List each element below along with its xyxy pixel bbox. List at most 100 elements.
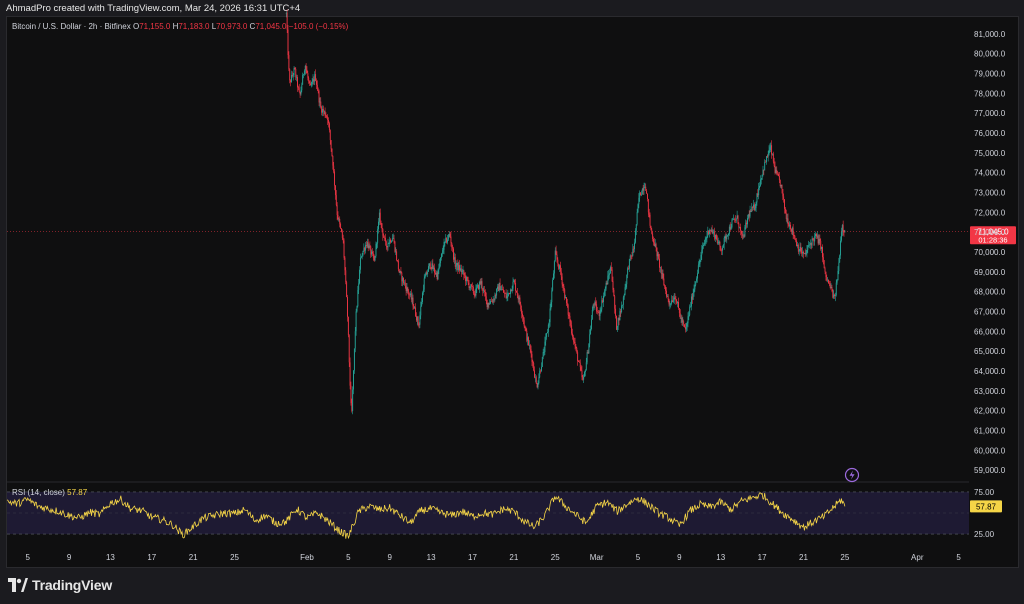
- candle-body: [290, 80, 292, 83]
- candle-body: [597, 311, 599, 313]
- candle-body: [668, 299, 670, 305]
- candle-body: [640, 192, 642, 196]
- candle-body: [383, 235, 385, 238]
- candle-body: [593, 304, 595, 306]
- open-value: 71,155.0: [139, 22, 171, 31]
- time-tick-label: Apr: [911, 553, 924, 562]
- candle-body: [674, 297, 676, 300]
- candle-body: [708, 230, 710, 234]
- candle-body: [371, 251, 373, 255]
- candle-body: [571, 325, 573, 334]
- candle-body: [750, 210, 752, 212]
- candle-body: [491, 301, 493, 303]
- chart-frame[interactable]: [6, 16, 1019, 568]
- candle-body: [433, 267, 435, 270]
- candle-body: [569, 315, 571, 323]
- candle-body: [729, 226, 731, 230]
- candle-body: [291, 75, 293, 76]
- candle-body: [494, 294, 496, 301]
- candle-body: [411, 297, 413, 300]
- candle-body: [469, 287, 471, 288]
- candle-body: [381, 223, 383, 229]
- candle-body: [588, 343, 590, 354]
- candle-body: [572, 333, 573, 337]
- candle-body: [456, 262, 458, 266]
- candle-body: [369, 245, 371, 247]
- candle-body: [823, 260, 825, 269]
- candle-body: [724, 236, 726, 239]
- candle-body: [380, 223, 382, 224]
- candle-body: [538, 377, 540, 384]
- candle-body: [689, 306, 691, 316]
- price-tick-label: 59,000.0: [974, 466, 1006, 475]
- candle-body: [455, 265, 457, 267]
- candle-body: [504, 293, 506, 294]
- candle-body: [402, 277, 404, 282]
- candle-body: [620, 311, 622, 313]
- change-value: −105.0 (−0.15%): [288, 22, 349, 31]
- symbol-legend[interactable]: Bitcoin / U.S. Dollar · 2h · Bitfinex O7…: [12, 22, 348, 31]
- candle-body: [596, 304, 598, 312]
- candle-body: [364, 248, 366, 251]
- rsi-tick-75: 75.00: [974, 488, 995, 497]
- candle-body: [398, 269, 400, 273]
- candle-body: [633, 248, 635, 250]
- candle-body: [465, 276, 467, 282]
- candle-body: [578, 361, 580, 363]
- price-axis: 81,000.0 80,000.0 79,000.0 78,000.0 77,000.0…: [974, 30, 1006, 475]
- flash-icon[interactable]: [844, 467, 860, 483]
- rsi-legend[interactable]: RSI (14, close) 57.87: [12, 488, 87, 497]
- candle-body: [709, 230, 711, 231]
- candle-body: [702, 245, 704, 250]
- candle-body: [392, 238, 394, 239]
- candle-body: [833, 294, 835, 298]
- candle-body: [536, 383, 538, 388]
- candle-body: [564, 289, 566, 299]
- candle-body: [529, 345, 531, 350]
- candle-body: [743, 235, 745, 237]
- candle-body: [602, 300, 604, 303]
- time-tick-label: 17: [758, 553, 767, 562]
- candle-body: [555, 250, 557, 255]
- price-candles: [285, 9, 846, 415]
- candle-body: [404, 282, 406, 286]
- candle-body: [323, 111, 325, 112]
- candle-body: [695, 281, 697, 285]
- candle-body: [294, 68, 296, 69]
- flash-icon-bolt: [849, 470, 855, 480]
- tradingview-logo[interactable]: TradingView: [8, 577, 112, 593]
- candle-body: [520, 303, 522, 309]
- candle-body: [565, 297, 567, 299]
- candle-body: [556, 254, 558, 260]
- candle-body: [642, 188, 644, 191]
- candle-body: [333, 165, 335, 172]
- candle-body: [653, 238, 654, 243]
- candle-body: [528, 337, 529, 346]
- time-tick-label: 13: [106, 553, 115, 562]
- candle-body: [789, 224, 791, 227]
- candle-body: [697, 273, 698, 279]
- candle-body: [450, 236, 452, 243]
- candle-body: [390, 239, 392, 243]
- candle-body: [497, 286, 498, 289]
- candle-body: [640, 194, 642, 196]
- candle-body: [820, 240, 822, 250]
- candle-body: [775, 169, 777, 173]
- candle-body: [342, 237, 344, 241]
- candle-body: [821, 246, 823, 250]
- candle-body: [578, 361, 579, 362]
- candle-body: [511, 288, 513, 292]
- candle-body: [498, 282, 500, 291]
- candle-body: [761, 174, 763, 180]
- candle-body: [710, 229, 712, 231]
- candle-body: [430, 267, 432, 269]
- candle-body: [299, 91, 301, 95]
- candle-body: [452, 247, 454, 249]
- candle-body: [838, 262, 840, 271]
- time-tick-label: 5: [636, 553, 641, 562]
- candle-body: [537, 383, 539, 388]
- candle-body: [779, 180, 781, 187]
- candle-body: [503, 289, 504, 293]
- price-tick-label: 63,000.0: [974, 387, 1006, 396]
